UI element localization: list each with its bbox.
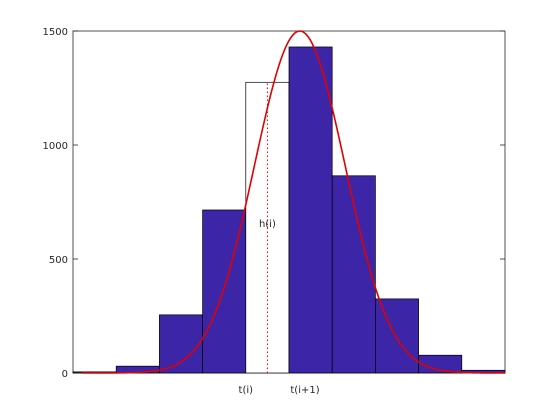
gaussian-curve [81,30,506,374]
y-tick-label: 1500 [43,27,68,38]
y-tick-label: 500 [49,255,68,266]
histogram-bar [375,298,419,374]
plot-area: 0 500 1000 1500 h(i) t(i) t(i+1) [43,27,506,396]
histogram-bar [288,46,333,374]
histogram-bar [159,314,203,374]
t-i1-label: t(i+1) [290,385,319,396]
h-label: h(i) [259,219,276,230]
histogram-bar [331,175,376,374]
y-tick-label: 1000 [43,141,68,152]
y-tick-label: 0 [62,369,68,380]
histogram-bar [418,354,463,374]
t-i-label: t(i) [239,385,254,396]
